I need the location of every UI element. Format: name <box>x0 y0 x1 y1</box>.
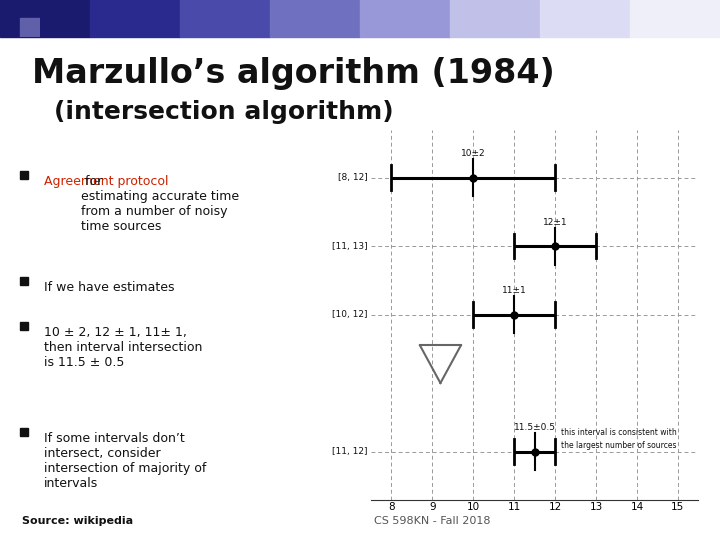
Bar <box>0 0 90 37</box>
Text: If we have estimates: If we have estimates <box>44 281 175 294</box>
Text: Source: wikipedia: Source: wikipedia <box>22 516 132 526</box>
Text: 12±1: 12±1 <box>543 218 567 227</box>
Text: 11.5±0.5: 11.5±0.5 <box>513 423 556 433</box>
Text: for
estimating accurate time
from a number of noisy
time sources: for estimating accurate time from a numb… <box>81 175 239 233</box>
Text: Marzullo’s algorithm (1984): Marzullo’s algorithm (1984) <box>32 57 555 90</box>
Text: 10±2: 10±2 <box>461 150 485 158</box>
Text: [11, 13]: [11, 13] <box>332 241 367 251</box>
Text: this interval is consistent with
the largest number of sources: this interval is consistent with the lar… <box>561 428 677 450</box>
Bar <box>90 0 180 37</box>
Text: CS 598KN - Fall 2018: CS 598KN - Fall 2018 <box>374 516 491 526</box>
Text: (intersection algorithm): (intersection algorithm) <box>54 100 394 124</box>
Text: [8, 12]: [8, 12] <box>338 173 367 182</box>
Bar <box>20 18 40 37</box>
Text: 11±1: 11±1 <box>502 286 526 295</box>
Text: 10 ± 2, 12 ± 1, 11± 1,
then interval intersection
is 11.5 ± 0.5: 10 ± 2, 12 ± 1, 11± 1, then interval int… <box>44 326 202 369</box>
Bar <box>450 0 540 37</box>
Text: If some intervals don’t
intersect, consider
intersection of majority of
interval: If some intervals don’t intersect, consi… <box>44 432 207 490</box>
Bar <box>540 0 630 37</box>
Text: Agreement protocol: Agreement protocol <box>44 175 168 188</box>
Bar <box>270 0 360 37</box>
Bar <box>630 0 720 37</box>
Bar <box>360 0 450 37</box>
Bar <box>180 0 270 37</box>
Text: [10, 12]: [10, 12] <box>332 310 367 319</box>
Bar <box>0 0 20 18</box>
Text: [11, 12]: [11, 12] <box>332 447 367 456</box>
